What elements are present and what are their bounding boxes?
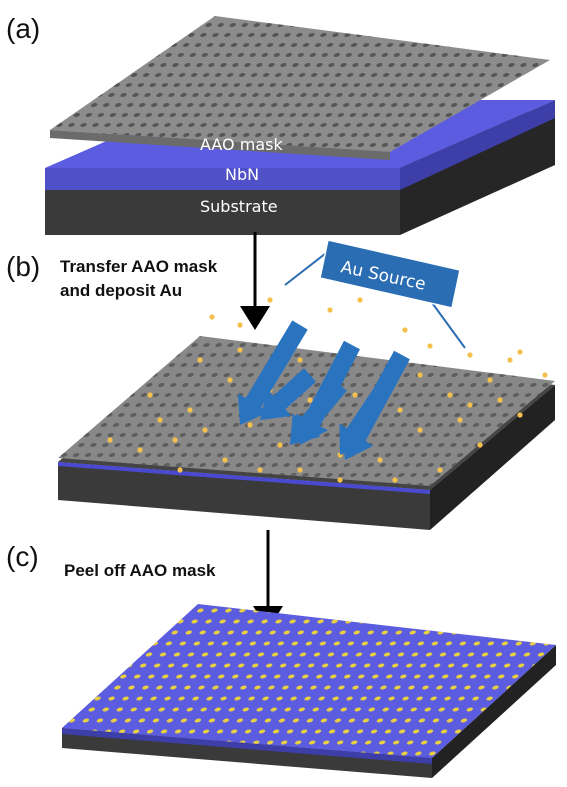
step-b-line1: Transfer AAO mask bbox=[60, 257, 218, 276]
au-particle bbox=[457, 417, 463, 423]
au-particle bbox=[307, 397, 313, 403]
au-particle bbox=[297, 467, 303, 473]
stack-block-c bbox=[62, 604, 556, 778]
au-particle bbox=[517, 412, 523, 418]
au-particle bbox=[227, 377, 233, 383]
panel-c-label: (c) bbox=[6, 541, 39, 572]
au-particle bbox=[392, 477, 398, 483]
au-particle bbox=[257, 467, 263, 473]
au-particle bbox=[377, 457, 383, 463]
au-particle bbox=[172, 437, 178, 443]
au-particle bbox=[297, 357, 303, 363]
substrate-front-a bbox=[45, 180, 400, 235]
panel-a: (a) AAO mask NbN Substrate bbox=[6, 13, 555, 235]
panel-a-label: (a) bbox=[6, 13, 40, 44]
mask-label: AAO mask bbox=[200, 135, 283, 154]
step-c: Peel off AAO mask bbox=[64, 561, 216, 580]
au-particle bbox=[247, 422, 253, 428]
au-particle bbox=[202, 427, 208, 433]
au-particle bbox=[157, 417, 163, 423]
mask-holes-a bbox=[50, 16, 550, 152]
au-particle bbox=[427, 343, 433, 349]
au-dot-array-c bbox=[62, 604, 556, 758]
au-particle bbox=[187, 407, 193, 413]
aao-mask-a bbox=[50, 16, 550, 160]
mask-holes-b bbox=[58, 336, 555, 486]
au-particle bbox=[337, 477, 343, 483]
substrate-side-a bbox=[400, 112, 555, 235]
au-particle bbox=[397, 407, 403, 413]
substrate-label: Substrate bbox=[200, 197, 278, 216]
au-particle bbox=[327, 307, 333, 313]
au-particle bbox=[402, 327, 408, 333]
au-particle bbox=[507, 357, 513, 363]
au-source-callout: Au Source bbox=[284, 239, 466, 349]
au-particle bbox=[237, 347, 243, 353]
au-particle bbox=[467, 402, 473, 408]
mask-edge-a bbox=[50, 130, 390, 160]
au-particle bbox=[137, 447, 143, 453]
au-particle bbox=[197, 357, 203, 363]
panel-b: (b) Transfer AAO mask and deposit Au Au … bbox=[6, 239, 555, 530]
nbn-front-a bbox=[45, 168, 400, 190]
au-particle bbox=[487, 377, 493, 383]
au-particle bbox=[237, 322, 243, 328]
source-pointer-right bbox=[429, 299, 466, 349]
deposition-arrows bbox=[237, 320, 410, 460]
nbn-label: NbN bbox=[225, 165, 259, 184]
au-particle bbox=[277, 442, 283, 448]
deposition-arrow bbox=[237, 320, 308, 425]
au-particle bbox=[467, 352, 473, 358]
deposition-arrow bbox=[339, 390, 388, 455]
nbn-edge-c bbox=[62, 728, 432, 764]
substrate-side-b bbox=[430, 385, 555, 530]
nbn-edge-b bbox=[58, 462, 430, 494]
au-particle bbox=[517, 349, 523, 355]
au-particle bbox=[417, 427, 423, 433]
deposition-arrow bbox=[290, 379, 347, 445]
substrate-side-c bbox=[432, 645, 556, 778]
substrate-front-b bbox=[58, 462, 430, 530]
au-particle bbox=[352, 392, 358, 398]
au-particle bbox=[209, 314, 215, 320]
au-particle bbox=[267, 297, 273, 303]
au-particle bbox=[437, 467, 443, 473]
au-particle bbox=[497, 397, 503, 403]
au-particle bbox=[542, 372, 548, 378]
panel-c: (c) Peel off AAO mask bbox=[6, 541, 556, 778]
au-particle bbox=[477, 442, 483, 448]
au-particle bbox=[177, 467, 183, 473]
au-particles bbox=[107, 297, 548, 483]
step-b-line2: and deposit Au bbox=[60, 281, 182, 300]
au-particle bbox=[107, 437, 113, 443]
au-particle bbox=[147, 392, 153, 398]
source-pointer-left bbox=[284, 249, 331, 286]
au-particle bbox=[357, 297, 363, 303]
au-particle bbox=[447, 392, 453, 398]
au-particle bbox=[417, 372, 423, 378]
au-particle bbox=[222, 457, 228, 463]
source-box bbox=[319, 239, 461, 309]
nbn-side-a bbox=[400, 100, 555, 190]
panel-b-label: (b) bbox=[6, 251, 40, 282]
deposition-arrow bbox=[260, 368, 316, 420]
